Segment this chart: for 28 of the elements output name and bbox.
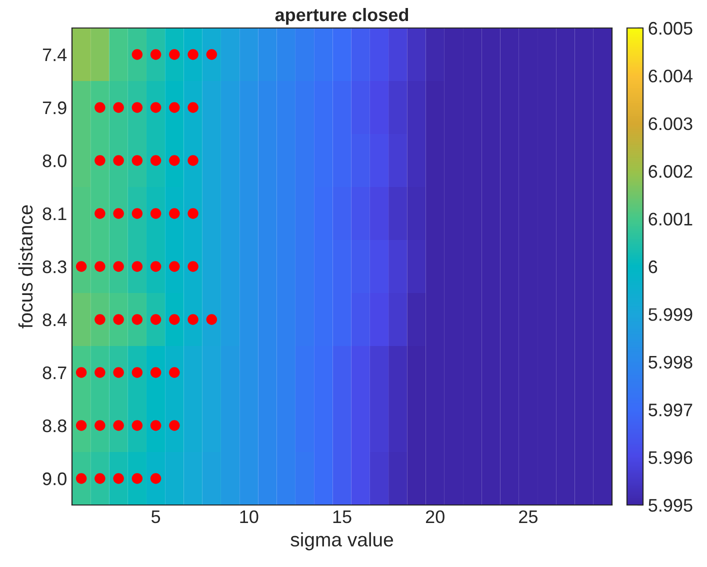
color-bar-label: 6: [648, 260, 658, 274]
x-axis-title: sigma value: [290, 532, 394, 550]
x-tick-label: 10: [240, 510, 258, 524]
color-bar-label: 6.004: [648, 70, 693, 82]
color-bar-label: 5.999: [648, 308, 692, 321]
chart-title: aperture closed: [275, 8, 408, 25]
color-bar-label: 6.001: [648, 212, 692, 226]
y-tick-label: 8.1: [42, 207, 66, 220]
x-tick-label: 5: [151, 510, 160, 524]
x-tick-label: 20: [426, 510, 444, 524]
y-tick-label: 8.4: [42, 313, 67, 326]
color-bar-label: 6.002: [648, 165, 692, 178]
y-tick-label: 8.7: [42, 366, 66, 380]
y-axis-title: focus distance: [18, 205, 33, 328]
color-bar-label: 5.996: [648, 451, 692, 464]
color-bar-label: 5.995: [648, 498, 692, 512]
x-tick-label: 15: [333, 510, 352, 524]
y-tick-label: 8.8: [42, 419, 66, 432]
color-bar-label: 5.997: [648, 404, 692, 416]
color-bar-label: 6.003: [648, 117, 692, 130]
color-bar-label: 6.005: [648, 22, 692, 35]
y-tick-label: 7.4: [42, 48, 67, 62]
y-tick-label: 7.9: [42, 101, 66, 114]
y-tick-label: 8.3: [42, 260, 66, 274]
x-tick-label: 25: [519, 510, 538, 524]
y-tick-label: 8.0: [42, 154, 66, 168]
y-tick-label: 9.0: [42, 472, 66, 486]
color-bar-label: 5.998: [648, 356, 692, 369]
